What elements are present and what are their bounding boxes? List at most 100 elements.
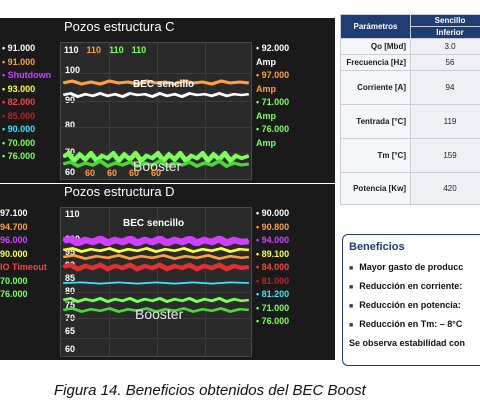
- panel-c-bottom-ticks: 60 60 60 60: [85, 168, 173, 178]
- benefits-title: Beneficios: [349, 241, 405, 253]
- panel-d-y-tick: 65: [65, 326, 76, 336]
- bottom-tick: 60: [107, 168, 118, 178]
- legend-entry: • 89.100: [256, 248, 290, 259]
- table-row: Tentrada [°C] 119: [340, 104, 480, 139]
- list-item: ■ Reducción en corriente:: [349, 281, 480, 291]
- trace-green-1: [63, 151, 249, 163]
- square-bullet-icon: ■: [349, 303, 354, 310]
- benefits-box: Beneficios ■ Mayor gasto de producc ■ Redu…: [342, 234, 480, 366]
- trace-green-2: [63, 306, 249, 314]
- panel-d-label-booster: Booster: [135, 306, 184, 322]
- legend-entry: 70.000: [0, 275, 28, 286]
- legend-entry: • 91.000: [2, 43, 36, 53]
- table-row-label: Corriente [A]: [340, 70, 411, 105]
- trace-green-1: [63, 296, 249, 304]
- top-tick: 110: [109, 45, 124, 55]
- legend-entry: 97.100: [0, 208, 28, 218]
- panel-c-title: Pozos estructura C: [64, 19, 175, 34]
- table-row: Corriente [A] 94: [340, 70, 480, 105]
- square-bullet-icon: ■: [349, 265, 354, 272]
- trace-yellow: [63, 246, 249, 254]
- panel-d-label-bec: BEC sencillo: [123, 218, 185, 229]
- top-tick: 110: [86, 45, 102, 55]
- legend-entry: • 76.000: [2, 151, 36, 161]
- trace-orange: [63, 253, 249, 261]
- trace-green-2: [63, 159, 249, 169]
- legend-entry: Amp: [256, 137, 276, 148]
- panel-c-legend-right: • 92.000 Amp • 97.000 Amp • 71.000 Amp • 76.00…: [256, 42, 289, 150]
- legend-entry: • 91.000: [2, 56, 36, 67]
- panel-c-y-tick: 90: [65, 95, 76, 105]
- panel-d-title: Pozos estructura D: [64, 184, 175, 199]
- table-row: Qo [Mbd] 3.0: [340, 38, 480, 55]
- legend-entry: • 90.800: [256, 221, 290, 232]
- panel-d-y-tick: 80: [65, 286, 76, 296]
- legend-entry: 76.000: [0, 289, 28, 299]
- table-header-sencillo: Sencillo: [410, 14, 480, 27]
- panel-c-y-tick: 60: [65, 167, 76, 177]
- figure-caption: Figura 14. Beneficios obtenidos del BEC …: [54, 382, 366, 399]
- list-item: ■ Mayor gasto de producc: [349, 262, 480, 272]
- trace-red: [63, 262, 249, 272]
- table-row: Potencia [Kw] 420: [340, 172, 480, 205]
- table-header-inferior: Inferior: [410, 26, 480, 39]
- legend-entry: • 81.000: [256, 275, 290, 286]
- bottom-tick: 60: [85, 168, 96, 178]
- legend-entry: 96.000: [0, 235, 28, 245]
- table-row-value: 159: [410, 138, 480, 173]
- legend-entry: Amp: [256, 110, 276, 121]
- table-header-parametros: Parámetros: [340, 14, 411, 39]
- panel-c-top-ticks: 110 110 110 110: [64, 45, 154, 55]
- legend-entry: • 84.000: [256, 262, 290, 272]
- panel-d-plot: 110 100 95 90 85 80 75 70 65 60: [60, 207, 252, 357]
- square-bullet-icon: ■: [349, 284, 354, 291]
- panel-c-legend-left: • 91.000 • 91.000 • Shutdown • 93.000 • 82.0…: [2, 42, 51, 164]
- table-row-value: 420: [410, 172, 480, 205]
- legend-entry: • 93.000: [2, 83, 36, 94]
- benefit-text: Reducción en Tm: – 8°C: [359, 319, 463, 329]
- table-row-label: Tm [°C]: [340, 138, 411, 173]
- legend-entry: • 81.200: [256, 289, 290, 299]
- panel-d-legend-left: 97.100 94.700 96.000 90.000 IO Timeout 70.000…: [0, 207, 47, 302]
- legend-entry: • 85.000: [2, 110, 36, 121]
- panel-c-plot: 110 110 110 110 100 90 80 70 BEC sencillo B…: [60, 42, 252, 180]
- legend-entry: • 82.000: [2, 97, 36, 107]
- panel-c-label-booster: Booster: [133, 158, 182, 174]
- table-row-label: Frecuencia [Hz]: [340, 54, 411, 71]
- legend-entry: • 97.000: [256, 70, 290, 80]
- legend-entry: • 94.000: [256, 235, 290, 245]
- panel-d-y-tick: 95: [65, 247, 76, 257]
- table-row: Tm [°C] 159: [340, 138, 480, 173]
- legend-entry: • 92.000: [256, 43, 290, 53]
- legend-entry: • 71.000: [256, 302, 290, 313]
- panel-d-y-tick: 75: [65, 300, 76, 310]
- panel-d-y-tick: 85: [65, 273, 76, 283]
- legend-entry: 90.000: [0, 248, 28, 259]
- panel-c-y-tick: 80: [65, 120, 76, 130]
- benefits-list: ■ Mayor gasto de producc ■ Reducción en co…: [349, 262, 480, 329]
- panel-c-label-bec: BEC sencillo: [133, 79, 195, 90]
- trace-cyan: [63, 280, 249, 286]
- legend-entry: • Shutdown: [2, 70, 52, 80]
- legend-entry: Amp: [256, 83, 276, 94]
- legend-entry: IO Timeout: [0, 262, 47, 272]
- trace-orange: [63, 78, 249, 88]
- table-row-value: 3.0: [410, 38, 480, 55]
- panel-d-legend-right: • 90.000 • 90.800 • 94.000 • 89.100 • 84.000…: [256, 207, 289, 329]
- list-item: ■ Reducción en Tm: – 8°C: [349, 319, 480, 329]
- top-tick: 110: [64, 45, 79, 55]
- benefit-text: Reducción en potencia:: [359, 300, 461, 310]
- table-row-value: 119: [410, 104, 480, 139]
- bottom-tick: 60: [129, 168, 140, 178]
- table-row: Frecuencia [Hz] 56: [340, 54, 480, 71]
- top-tick: 110: [131, 45, 147, 55]
- chart-panel-c: Pozos estructura C • 91.000 • 91.000 • Shu…: [0, 18, 335, 183]
- benefits-note: Se observa estabilidad con: [349, 338, 466, 348]
- panel-d-y-tick: 60: [65, 344, 76, 354]
- legend-entry: • 76.000: [256, 316, 290, 326]
- legend-entry: • 70.000: [2, 137, 36, 148]
- table-row-label: Potencia [Kw]: [340, 172, 411, 205]
- table-row-label: Qo [Mbd]: [340, 38, 411, 55]
- trace-magenta: [63, 236, 249, 246]
- panel-c-y-tick: 100: [65, 65, 81, 75]
